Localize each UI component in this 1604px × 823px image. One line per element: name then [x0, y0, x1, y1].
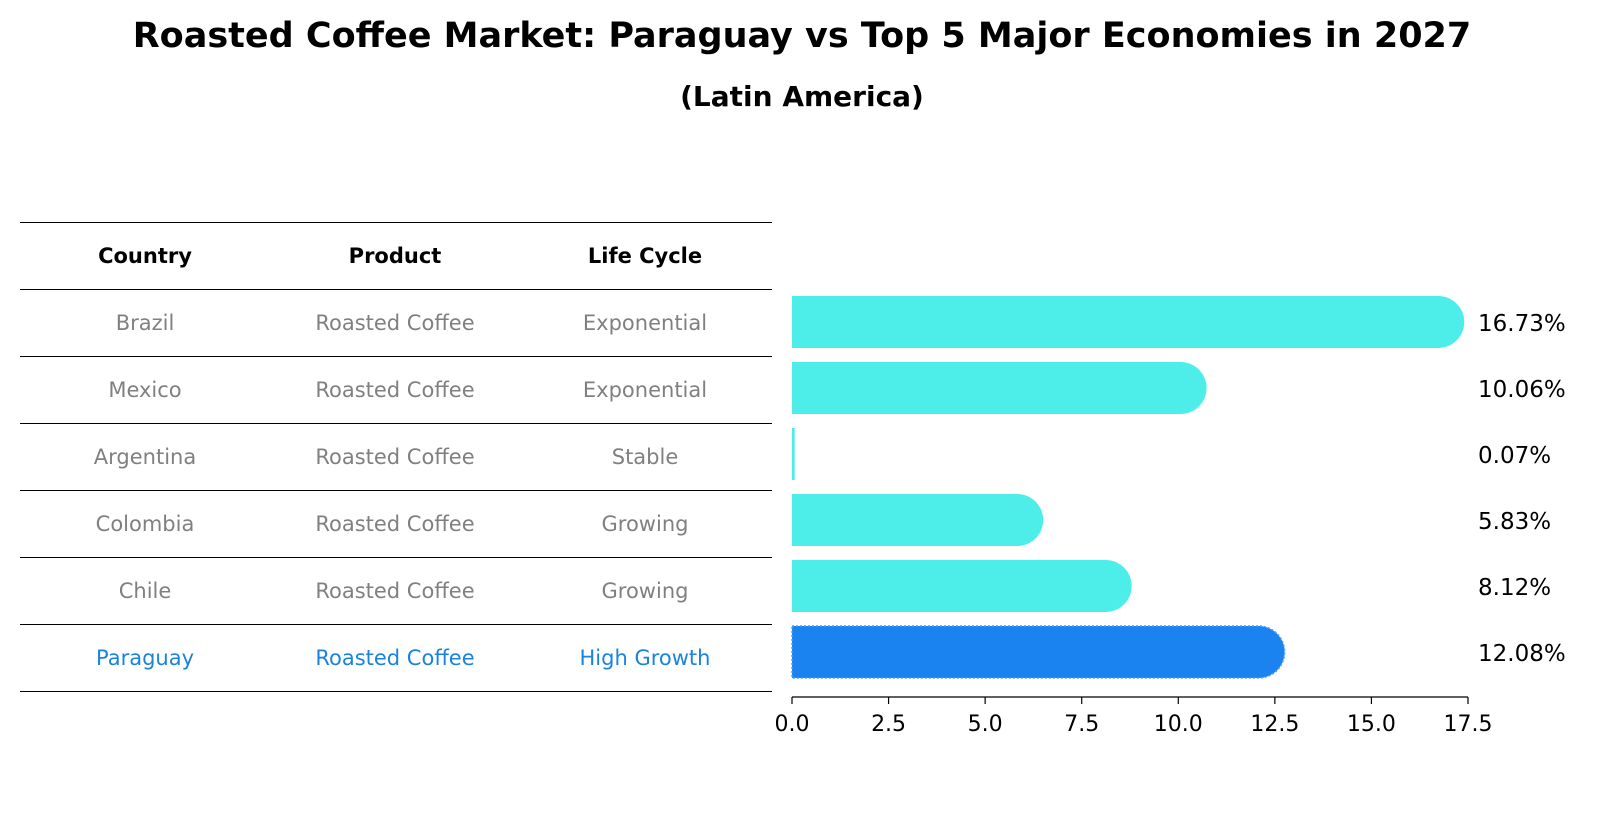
- data-label: 12.08%: [1478, 641, 1566, 667]
- header-country: Country: [98, 244, 192, 268]
- country-cell: Mexico: [108, 378, 182, 402]
- country-cell: Paraguay: [95, 646, 195, 670]
- table-row: Chile Roasted Coffee Growing: [20, 557, 772, 624]
- life-cycle-cell: Exponential: [582, 311, 708, 335]
- country-cell: Chile: [118, 579, 172, 603]
- x-tick-label: 10.0: [1154, 712, 1203, 737]
- table-row-highlight: Paraguay Roasted Coffee High Growth: [20, 624, 772, 692]
- life-cycle-cell: Growing: [601, 579, 689, 603]
- life-cycle-cell: Stable: [611, 445, 679, 469]
- table-row: Colombia Roasted Coffee Growing: [20, 490, 772, 557]
- life-cycle-cell: Growing: [601, 512, 689, 536]
- table-header-row: Country Product Life Cycle: [20, 222, 772, 289]
- bar-mexico: [792, 362, 1207, 414]
- x-tick-label: 0.0: [775, 712, 810, 737]
- country-cell: Argentina: [93, 445, 197, 469]
- table-row: Argentina Roasted Coffee Stable: [20, 423, 772, 490]
- data-label: 16.73%: [1478, 311, 1566, 337]
- product-cell: Roasted Coffee: [315, 579, 475, 603]
- bar-brazil: [792, 296, 1465, 348]
- table-row: Brazil Roasted Coffee Exponential: [20, 289, 772, 356]
- data-label: 0.07%: [1478, 443, 1551, 469]
- header-product: Product: [348, 244, 442, 268]
- country-cell: Brazil: [115, 311, 175, 335]
- chart-subtitle: (Latin America): [680, 80, 924, 113]
- product-cell: Roasted Coffee: [315, 378, 475, 402]
- chart-title: Roasted Coffee Market: Paraguay vs Top 5…: [132, 16, 1472, 56]
- x-tick-label: 5.0: [968, 712, 1003, 737]
- product-cell: Roasted Coffee: [315, 646, 475, 670]
- country-cell: Colombia: [95, 512, 195, 536]
- product-cell: Roasted Coffee: [315, 512, 475, 536]
- x-tick-label: 15.0: [1347, 712, 1396, 737]
- product-cell: Roasted Coffee: [315, 445, 475, 469]
- table-row: Mexico Roasted Coffee Exponential: [20, 356, 772, 423]
- product-cell: Roasted Coffee: [315, 311, 475, 335]
- bar-paraguay: [791, 625, 1286, 679]
- data-label: 5.83%: [1478, 509, 1551, 535]
- data-table: Country Product Life Cycle Brazil Roaste…: [20, 222, 772, 692]
- x-tick-label: 7.5: [1064, 712, 1099, 737]
- life-cycle-cell: Exponential: [582, 378, 708, 402]
- life-cycle-cell: High Growth: [579, 646, 711, 670]
- header-life-cycle: Life Cycle: [587, 244, 703, 268]
- data-label: 10.06%: [1478, 377, 1566, 403]
- x-tick-label: 2.5: [871, 712, 906, 737]
- x-tick-label: 12.5: [1250, 712, 1299, 737]
- bar-argentina: [792, 428, 795, 480]
- x-tick-label: 17.5: [1444, 712, 1493, 737]
- bar-colombia: [792, 494, 1044, 546]
- bar-chile: [792, 560, 1132, 612]
- data-label: 8.12%: [1478, 575, 1551, 601]
